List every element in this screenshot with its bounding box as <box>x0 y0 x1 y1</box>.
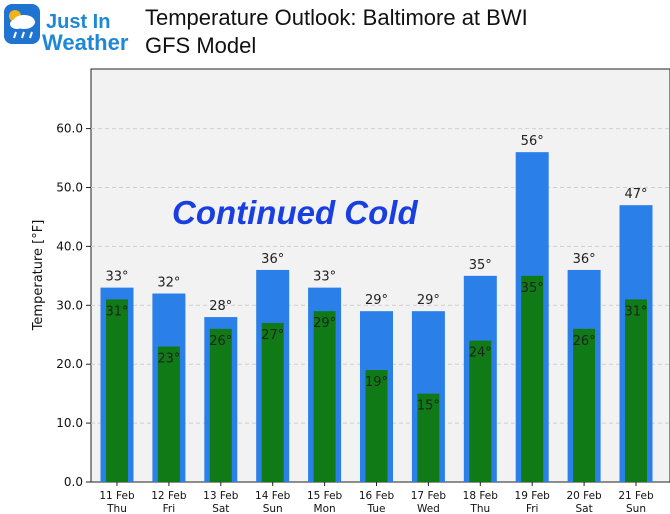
x-tick-date-label: 17 Feb <box>411 490 447 502</box>
y-tick-label: 20.0 <box>56 357 83 371</box>
continued-cold-annotation: Continued Cold <box>172 194 418 231</box>
y-axis-label: Temperature [°F] <box>31 220 46 332</box>
x-tick-date-label: 15 Feb <box>307 490 343 502</box>
y-tick-label: 40.0 <box>56 239 83 253</box>
x-tick-date-label: 21 Feb <box>618 490 654 502</box>
low-temp-bar <box>521 275 544 482</box>
low-temp-bar <box>417 393 440 482</box>
low-temp-label: 24° <box>469 346 492 361</box>
x-tick-day-label: Thu <box>106 503 127 514</box>
weather-icon <box>4 4 40 44</box>
x-tick-day-label: Fri <box>526 503 539 514</box>
low-temp-label: 27° <box>261 328 284 343</box>
low-temp-bar <box>573 328 596 482</box>
x-tick-date-label: 19 Feb <box>515 490 551 502</box>
high-temp-label: 56° <box>521 134 544 149</box>
low-temp-bar <box>365 370 388 482</box>
x-tick-day-label: Thu <box>469 503 490 514</box>
low-temp-bar <box>261 322 284 482</box>
low-temp-bar <box>313 311 336 482</box>
chart-subtitle: GFS Model <box>145 33 257 58</box>
low-temp-label: 35° <box>521 281 544 296</box>
x-tick-day-label: Sun <box>263 503 283 514</box>
x-tick-day-label: Sat <box>575 503 592 514</box>
x-tick-day-label: Sun <box>626 503 646 514</box>
low-temp-bar <box>209 328 232 482</box>
low-temp-label: 26° <box>573 334 596 349</box>
low-temp-label: 15° <box>417 399 440 414</box>
y-tick-label: 30.0 <box>56 298 83 312</box>
logo-text-line2: Weather <box>42 30 129 55</box>
high-temp-label: 29° <box>365 293 388 308</box>
x-tick-day-label: Fri <box>163 503 176 514</box>
low-temp-label: 31° <box>105 304 128 319</box>
x-tick-day-label: Wed <box>417 503 440 514</box>
x-tick-date-label: 14 Feb <box>255 490 291 502</box>
high-temp-label: 36° <box>261 252 284 267</box>
high-temp-label: 36° <box>573 252 596 267</box>
x-tick-date-label: 20 Feb <box>566 490 602 502</box>
y-tick-label: 60.0 <box>56 122 83 136</box>
x-tick-day-label: Tue <box>367 503 386 514</box>
low-temp-label: 23° <box>157 352 180 367</box>
y-tick-label: 0.0 <box>64 475 83 489</box>
high-temp-label: 47° <box>624 187 647 202</box>
low-temp-label: 31° <box>624 304 647 319</box>
x-tick-day-label: Sat <box>212 503 229 514</box>
low-temp-label: 19° <box>365 375 388 390</box>
high-temp-label: 33° <box>313 270 336 285</box>
x-tick-date-label: 12 Feb <box>151 490 187 502</box>
high-temp-label: 29° <box>417 293 440 308</box>
x-tick-date-label: 11 Feb <box>99 490 135 502</box>
low-temp-bar <box>106 299 128 482</box>
just-in-weather-logo: Just In Weather <box>4 4 140 56</box>
chart-title: Temperature Outlook: Baltimore at BWI <box>145 5 528 30</box>
y-tick-label: 50.0 <box>56 181 83 195</box>
x-tick-date-label: 13 Feb <box>203 490 239 502</box>
low-temp-label: 26° <box>209 334 232 349</box>
low-temp-bar <box>625 299 647 482</box>
high-temp-label: 28° <box>209 299 232 314</box>
low-temp-bar <box>469 340 492 482</box>
logo-text-line1: Just In <box>46 11 111 33</box>
high-temp-label: 35° <box>469 258 492 273</box>
x-tick-date-label: 16 Feb <box>359 490 395 502</box>
y-tick-label: 10.0 <box>56 416 83 430</box>
high-temp-label: 33° <box>105 270 128 285</box>
high-temp-label: 32° <box>157 276 180 291</box>
low-temp-label: 29° <box>313 316 336 331</box>
x-tick-date-label: 18 Feb <box>463 490 499 502</box>
x-tick-day-label: Mon <box>314 503 336 514</box>
low-temp-bar <box>157 346 180 482</box>
